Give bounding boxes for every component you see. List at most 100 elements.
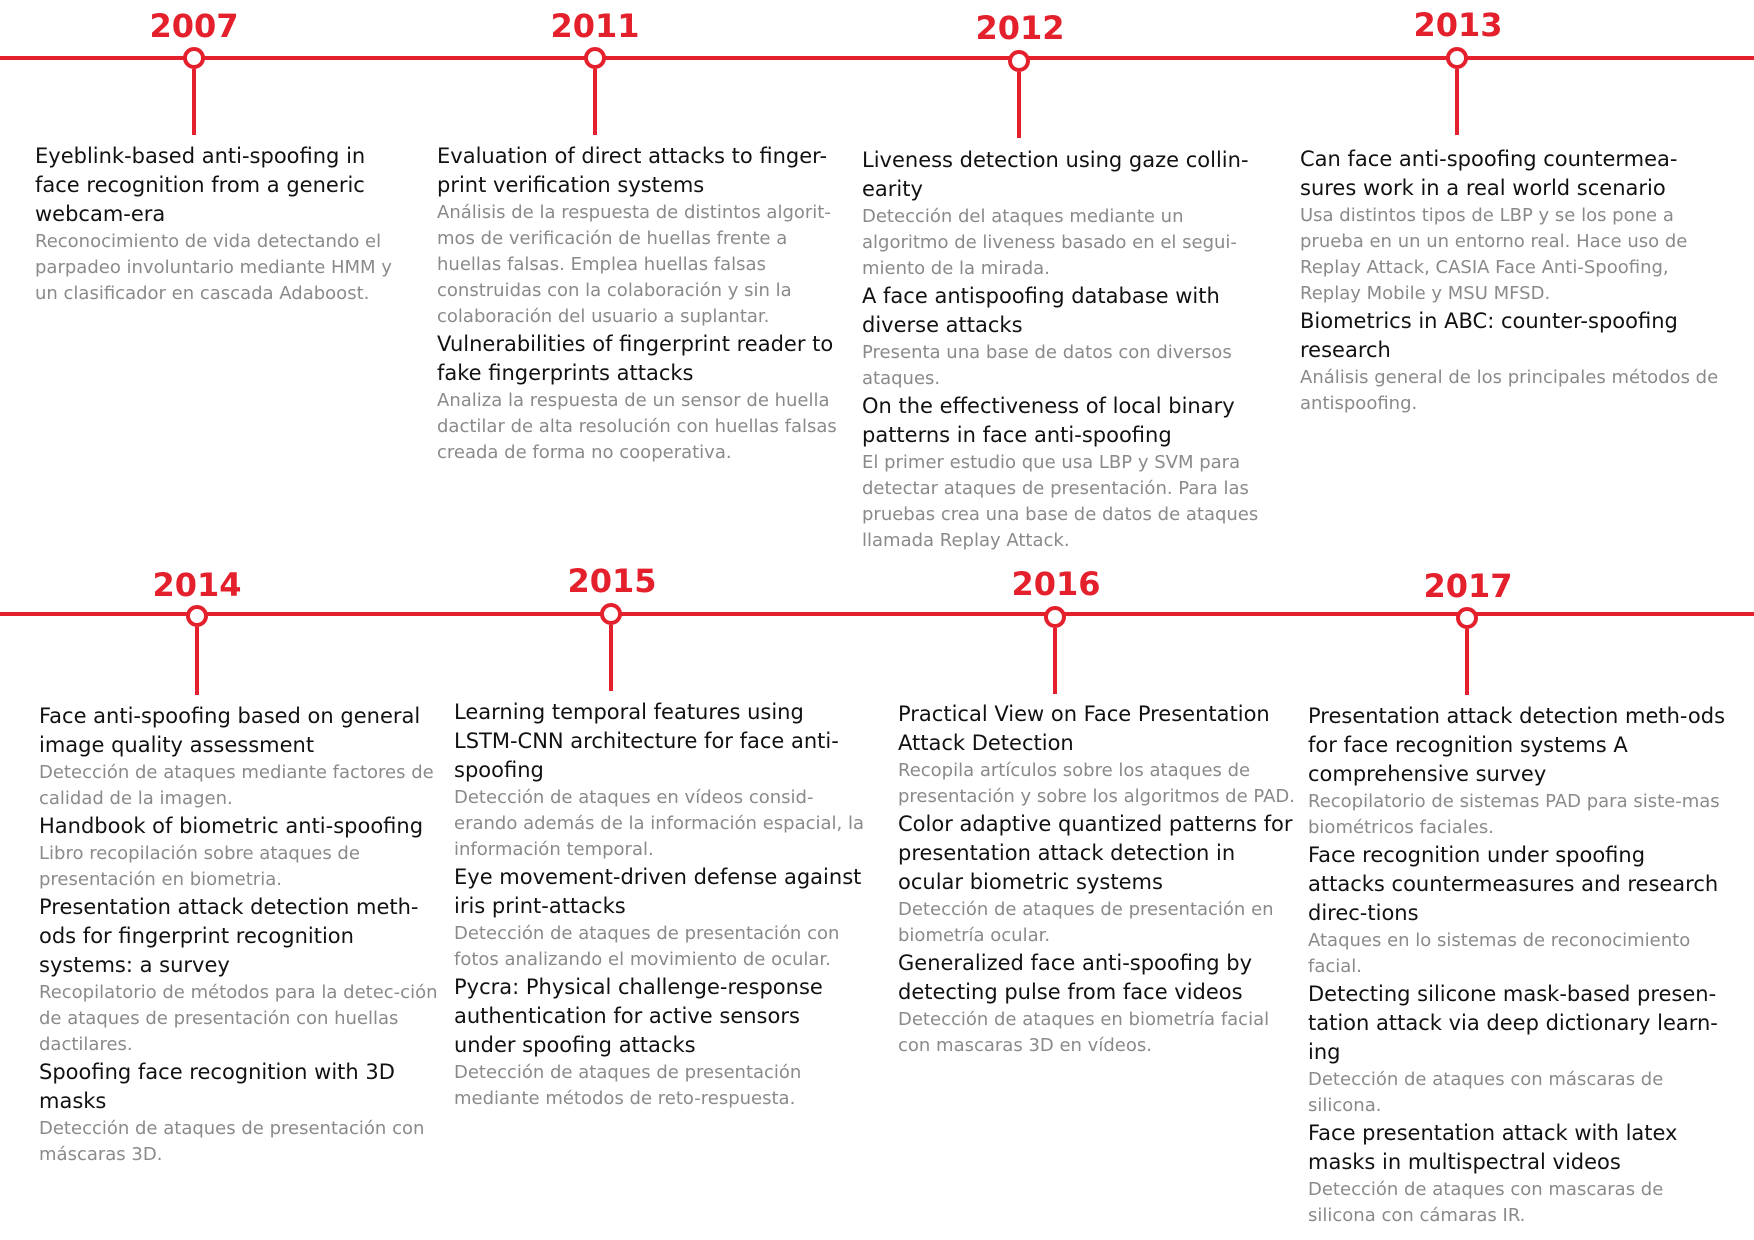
- timeline-entry: Learning temporal features using LSTM-CN…: [454, 698, 864, 863]
- entry-description: Detección de ataques con máscaras de sil…: [1308, 1069, 1664, 1116]
- entry-description: Detección de ataques de presentación con…: [39, 1118, 425, 1165]
- timeline-entry: Liveness detection using gaze collin-ear…: [862, 146, 1272, 282]
- timeline-entries: Face anti-spoofing based on general imag…: [39, 702, 439, 1168]
- entry-description: Recopila artículos sobre los ataques de …: [898, 760, 1295, 807]
- entry-description: Analiza la respuesta de un sensor de hue…: [437, 390, 837, 463]
- entry-title: A face antispoofing database with divers…: [862, 284, 1220, 337]
- entry-description: Detección de ataques de presentación en …: [898, 899, 1274, 946]
- timeline-entry: Face anti-spoofing based on general imag…: [39, 702, 439, 812]
- timeline-entry: Practical View on Face Presentation Atta…: [898, 700, 1298, 810]
- timeline-connector: [1053, 628, 1057, 694]
- timeline-entry: A face antispoofing database with divers…: [862, 282, 1272, 392]
- entry-description: Análisis de la respuesta de distintos al…: [437, 202, 831, 327]
- timeline-entry: Color adaptive quantized patterns for pr…: [898, 810, 1298, 949]
- entry-description: Análisis general de los principales méto…: [1300, 367, 1719, 414]
- entry-title: Learning temporal features using LSTM-CN…: [454, 700, 839, 782]
- entry-title: Vulnerabilities of fingerprint reader to…: [437, 332, 834, 385]
- entry-title: Eye movement-driven defense against iris…: [454, 865, 862, 918]
- timeline-entry: Eyeblink-based anti-spoofing in face rec…: [35, 142, 415, 307]
- entry-title: Face anti-spoofing based on general imag…: [39, 704, 421, 757]
- timeline-entry: Face presentation attack with latex mask…: [1308, 1119, 1728, 1229]
- year-label: 2012: [975, 9, 1065, 47]
- timeline-node: [600, 603, 622, 625]
- entry-title: Handbook of biometric anti-spoofing: [39, 814, 424, 838]
- timeline-entry: Presentation attack detection meth-ods f…: [1308, 702, 1728, 841]
- timeline-entry: Spoofing face recognition with 3D masks …: [39, 1058, 439, 1168]
- timeline-entry: Can face anti-spoofing countermea-sures …: [1300, 145, 1730, 307]
- timeline-node: [1456, 607, 1478, 629]
- entry-title: Face recognition under spoofing attacks …: [1308, 843, 1719, 925]
- entry-title: Detecting silicone mask-based presen-tat…: [1308, 982, 1718, 1064]
- timeline-entries: Can face anti-spoofing countermea-sures …: [1300, 145, 1730, 417]
- timeline-entry: Pycra: Physical challenge-response authe…: [454, 973, 864, 1112]
- year-label: 2015: [567, 562, 657, 600]
- timeline-connector: [192, 69, 196, 135]
- timeline-entry: Presentation attack detection meth-ods f…: [39, 893, 439, 1058]
- entry-title: Evaluation of direct attacks to finger-p…: [437, 144, 828, 197]
- timeline-connector: [609, 625, 613, 691]
- timeline-node: [183, 47, 205, 69]
- timeline-entry: Eye movement-driven defense against iris…: [454, 863, 864, 973]
- year-label: 2014: [152, 566, 242, 604]
- entry-description: Reconocimiento de vida detectando el par…: [35, 231, 392, 304]
- entry-title: Biometrics in ABC: counter-spoofing rese…: [1300, 309, 1678, 362]
- timeline-entry: On the effectiveness of local binary pat…: [862, 392, 1272, 554]
- entry-title: Practical View on Face Presentation Atta…: [898, 702, 1270, 755]
- timeline-node: [1008, 50, 1030, 72]
- entry-title: Can face anti-spoofing countermea-sures …: [1300, 147, 1678, 200]
- year-label: 2016: [1011, 565, 1101, 603]
- entry-description: Detección de ataques mediante factores d…: [39, 762, 434, 809]
- timeline-entry: Handbook of biometric anti-spoofing Libr…: [39, 812, 439, 893]
- timeline-node: [1446, 47, 1468, 69]
- timeline-entry: Biometrics in ABC: counter-spoofing rese…: [1300, 307, 1730, 417]
- timeline-connector: [1455, 69, 1459, 135]
- timeline-entries: Eyeblink-based anti-spoofing in face rec…: [35, 142, 415, 307]
- entry-description: Ataques en lo sistemas de reconocimiento…: [1308, 930, 1691, 977]
- timeline-connector: [1017, 72, 1021, 138]
- timeline-line-top: [0, 56, 1754, 60]
- timeline-entry: Generalized face anti-spoofing by detect…: [898, 949, 1298, 1059]
- entry-description: Detección de ataques de presentación con…: [454, 923, 840, 970]
- entry-description: El primer estudio que usa LBP y SVM para…: [862, 452, 1259, 551]
- entry-description: Presenta una base de datos con diversos …: [862, 342, 1232, 389]
- entry-description: Detección del ataques mediante un algori…: [862, 206, 1237, 279]
- timeline-entry: Evaluation of direct attacks to finger-p…: [437, 142, 837, 330]
- timeline-connector: [195, 627, 199, 695]
- entry-title: On the effectiveness of local binary pat…: [862, 394, 1235, 447]
- entry-title: Eyeblink-based anti-spoofing in face rec…: [35, 144, 366, 226]
- year-label: 2011: [550, 7, 640, 45]
- entry-description: Usa distintos tipos de LBP y se los pone…: [1300, 205, 1688, 304]
- year-label: 2017: [1423, 567, 1513, 605]
- entry-description: Recopilatorio de sistemas PAD para siste…: [1308, 791, 1720, 838]
- entry-description: Recopilatorio de métodos para la detec-c…: [39, 982, 438, 1055]
- year-label: 2007: [149, 7, 239, 45]
- timeline-entry: Detecting silicone mask-based presen-tat…: [1308, 980, 1728, 1119]
- entry-title: Pycra: Physical challenge-response authe…: [454, 975, 823, 1057]
- timeline-entries: Learning temporal features using LSTM-CN…: [454, 698, 864, 1112]
- entry-title: Presentation attack detection meth-ods f…: [39, 895, 419, 977]
- timeline-entries: Presentation attack detection meth-ods f…: [1308, 702, 1728, 1229]
- entry-title: Generalized face anti-spoofing by detect…: [898, 951, 1253, 1004]
- entry-title: Liveness detection using gaze collin-ear…: [862, 148, 1249, 201]
- entry-title: Spoofing face recognition with 3D masks: [39, 1060, 395, 1113]
- entry-description: Detección de ataques en biometría facial…: [898, 1009, 1270, 1056]
- timeline-entry: Face recognition under spoofing attacks …: [1308, 841, 1728, 980]
- entry-title: Presentation attack detection meth-ods f…: [1308, 704, 1726, 786]
- timeline-entries: Practical View on Face Presentation Atta…: [898, 700, 1298, 1059]
- timeline-connector: [1465, 629, 1469, 695]
- timeline-node: [1044, 606, 1066, 628]
- entry-description: Detección de ataques de presentación med…: [454, 1062, 802, 1109]
- timeline-node: [584, 47, 606, 69]
- timeline-entry: Vulnerabilities of fingerprint reader to…: [437, 330, 837, 466]
- entry-description: Libro recopilación sobre ataques de pres…: [39, 843, 360, 890]
- timeline-entries: Evaluation of direct attacks to finger-p…: [437, 142, 837, 466]
- entry-description: Detección de ataques con mascaras de sil…: [1308, 1179, 1664, 1226]
- entry-title: Face presentation attack with latex mask…: [1308, 1121, 1678, 1174]
- entry-title: Color adaptive quantized patterns for pr…: [898, 812, 1293, 894]
- timeline-entries: Liveness detection using gaze collin-ear…: [862, 146, 1272, 554]
- timeline-connector: [593, 69, 597, 135]
- timeline-line-bottom: [0, 612, 1754, 616]
- timeline-node: [186, 605, 208, 627]
- entry-description: Detección de ataques en vídeos consid-er…: [454, 787, 865, 860]
- year-label: 2013: [1413, 6, 1503, 44]
